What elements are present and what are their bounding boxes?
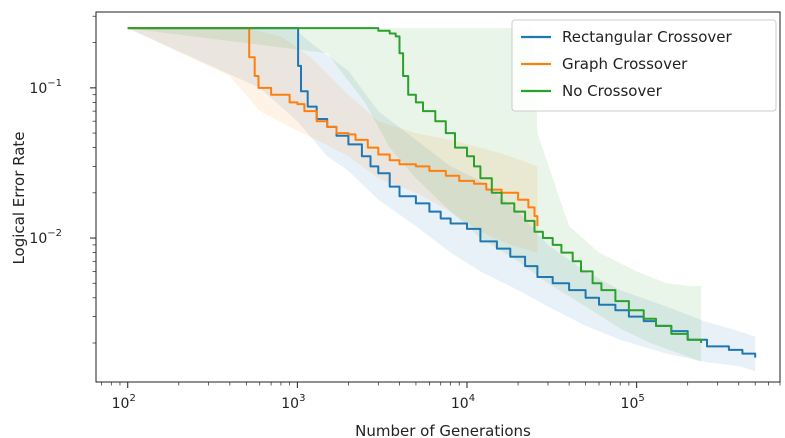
x-tick-label-3: 105 — [621, 393, 645, 412]
series-lines — [127, 27, 757, 358]
series-line-1 — [127, 27, 539, 227]
x-tick-label-1: 103 — [281, 393, 305, 412]
plot-frame — [95, 11, 781, 383]
legend-label-0: Rectangular Crossover — [562, 28, 733, 46]
y-tick-label-0: 10−1 — [29, 78, 62, 97]
legend-label-1: Graph Crossover — [562, 55, 688, 73]
y-axis-label: Logical Error Rate — [10, 131, 28, 264]
legend-box — [511, 19, 777, 112]
x-axis-label: Number of Generations — [355, 422, 531, 438]
x-tick-label-0: 102 — [112, 393, 136, 412]
band-1 — [127, 28, 538, 253]
confidence-bands — [127, 28, 756, 372]
series-line-2 — [127, 27, 703, 343]
legend: Rectangular Crossover Graph Crossover No C… — [511, 19, 777, 112]
band-0 — [127, 28, 756, 372]
band-2 — [127, 28, 702, 362]
y-tick-label-1: 10−2 — [29, 228, 62, 247]
legend-label-2: No Crossover — [562, 82, 663, 100]
x-tick-label-2: 104 — [451, 393, 475, 412]
axes: 102 103 104 105 10−1 10−2 — [29, 11, 781, 412]
